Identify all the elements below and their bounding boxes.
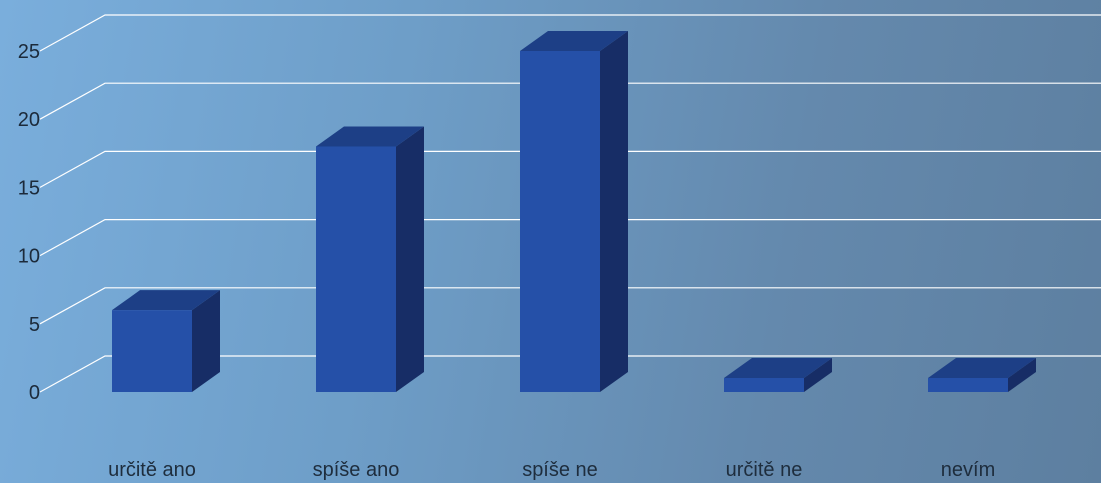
y-tick-label: 10 [18, 246, 40, 268]
y-axis-ticks: 0 5 10 15 20 25 [18, 41, 40, 404]
bar-spíše ano [316, 126, 424, 392]
x-category-label: určitě ano [108, 459, 196, 481]
bar-top-face [112, 290, 220, 311]
bar-side-face [192, 290, 220, 392]
y-tick-label: 0 [29, 382, 40, 404]
bars [112, 31, 1036, 392]
x-category-label: spíše ano [313, 459, 400, 481]
gridline-25 [39, 14, 1101, 52]
bar-top-face [520, 31, 628, 51]
gridline-5 [39, 287, 1101, 325]
bar-nevím [928, 358, 1036, 392]
bar-určitě ano [112, 290, 220, 392]
bar-top-face [316, 126, 424, 147]
gridline-20 [39, 82, 1101, 120]
gridline-15 [39, 150, 1101, 188]
x-axis-labels: určitě ano spíše ano spíše ne určitě ne neví… [108, 459, 995, 481]
bar-spíše ne [520, 31, 628, 392]
x-category-label: určitě ne [726, 459, 803, 481]
bar-side-face [1008, 358, 1036, 392]
y-tick-label: 15 [18, 177, 40, 199]
gridline-10 [39, 219, 1101, 257]
bar-určitě ne [724, 358, 832, 392]
bar-front-face [112, 310, 192, 392]
y-tick-label: 5 [29, 314, 40, 336]
y-tick-label: 20 [18, 109, 40, 131]
bar-top-face [724, 358, 832, 378]
bar-front-face [724, 378, 804, 392]
bar-side-face [804, 358, 832, 392]
bar-side-face [396, 126, 424, 392]
gridline-0 [39, 355, 1101, 393]
gridlines [39, 14, 1101, 393]
x-category-label: nevím [941, 459, 995, 481]
x-category-label: spíše ne [522, 459, 598, 481]
bar-side-face [600, 31, 628, 392]
bar-top-face [928, 358, 1036, 378]
bar-front-face [316, 146, 396, 392]
bar-front-face [520, 51, 600, 392]
bar-front-face [928, 378, 1008, 392]
y-tick-label: 25 [18, 41, 40, 63]
